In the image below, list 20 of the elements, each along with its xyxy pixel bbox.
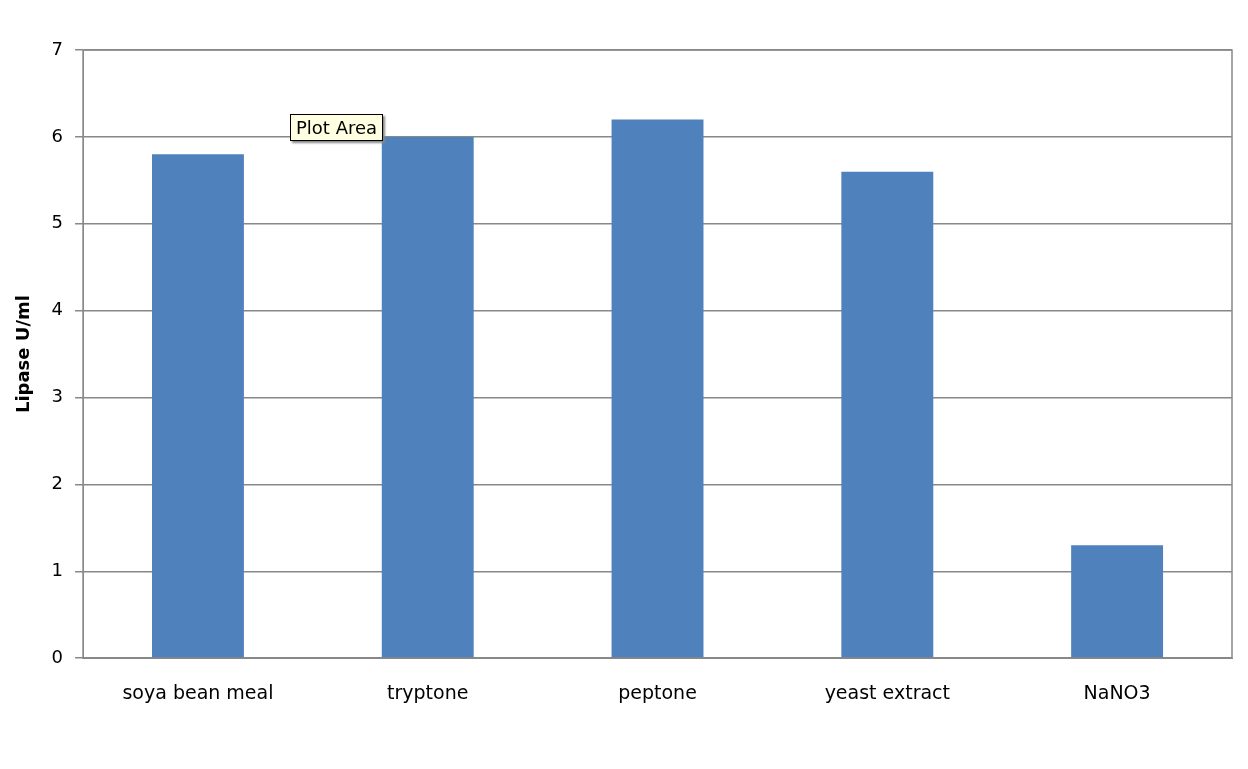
bar <box>1071 545 1164 658</box>
bar <box>611 119 704 658</box>
x-tick-label: peptone <box>618 680 697 703</box>
y-tick-label: 4 <box>51 298 64 320</box>
y-tick-label: 5 <box>51 211 64 233</box>
bar <box>381 136 474 658</box>
x-tick-label: soya bean meal <box>122 680 274 703</box>
y-tick-label: 3 <box>51 385 64 407</box>
y-tick-label: 1 <box>51 558 64 580</box>
x-tick-label: yeast extract <box>824 680 950 703</box>
y-tick-label: 7 <box>51 37 64 59</box>
bar <box>841 171 934 658</box>
x-tick-label: tryptone <box>387 680 469 703</box>
x-tick-label: NaNO3 <box>1083 680 1151 703</box>
y-tick-label: 2 <box>51 472 64 494</box>
y-tick-label: 6 <box>51 124 64 146</box>
y-axis-title: Lipase U/ml <box>12 295 34 414</box>
y-tick-label: 0 <box>51 645 64 667</box>
bar <box>151 154 244 658</box>
annotation: Plot Area <box>290 114 384 141</box>
